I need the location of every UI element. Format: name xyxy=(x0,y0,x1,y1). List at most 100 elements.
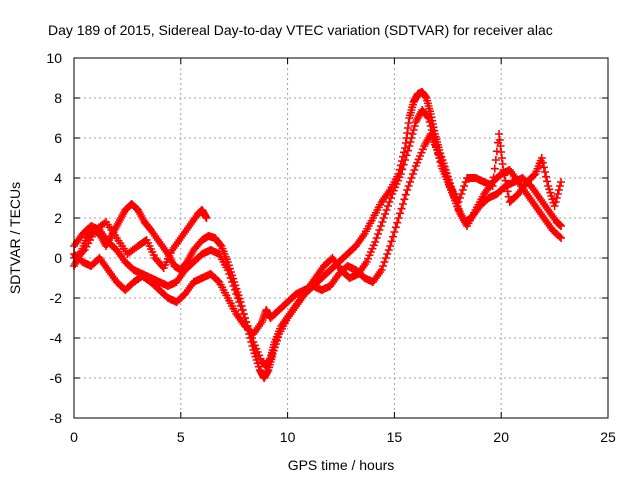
data-point xyxy=(551,198,560,206)
data-point xyxy=(380,258,389,266)
data-point xyxy=(540,168,549,176)
data-point xyxy=(374,230,383,238)
x-tick-label: 0 xyxy=(70,429,78,445)
data-point xyxy=(455,194,464,202)
series-track-4 xyxy=(70,206,211,272)
data-point xyxy=(503,187,512,196)
plot-frame xyxy=(73,57,609,419)
data-point xyxy=(393,218,402,227)
data-point xyxy=(555,182,564,190)
data-point xyxy=(423,112,432,121)
data-point xyxy=(383,202,392,210)
data-point xyxy=(229,282,238,290)
data-point xyxy=(382,206,391,214)
data-point xyxy=(538,158,547,167)
data-point xyxy=(502,182,511,190)
data-point xyxy=(379,214,388,222)
data-point xyxy=(202,214,211,222)
data-point xyxy=(406,178,415,186)
data-point xyxy=(555,232,564,241)
x-tick-label: 25 xyxy=(600,429,616,445)
y-tick-label: 10 xyxy=(46,50,62,66)
data-point xyxy=(403,146,412,155)
data-point xyxy=(386,194,395,202)
data-point xyxy=(228,278,237,286)
data-point xyxy=(557,222,566,230)
data-point xyxy=(233,294,242,302)
y-tick-label: 2 xyxy=(54,210,62,226)
data-point xyxy=(457,190,466,198)
data-point xyxy=(406,138,415,146)
y-tick-label: -6 xyxy=(50,370,63,386)
data-point xyxy=(236,302,245,310)
y-tick-label: -2 xyxy=(50,290,63,306)
data-point xyxy=(539,163,548,172)
data-point xyxy=(383,250,392,258)
data-point xyxy=(407,134,416,142)
data-point xyxy=(379,262,388,270)
data-point xyxy=(488,182,497,190)
data-point xyxy=(410,122,419,130)
data-point xyxy=(425,118,434,126)
data-point xyxy=(376,222,385,230)
data-point xyxy=(386,242,395,250)
data-point xyxy=(100,219,109,228)
data-point xyxy=(230,286,239,294)
data-point xyxy=(388,232,397,241)
y-axis-label: SDTVAR / TECUs xyxy=(7,182,23,294)
data-point xyxy=(398,200,407,208)
y-tick-label: 0 xyxy=(54,250,62,266)
data-point xyxy=(394,214,403,222)
data-point xyxy=(490,164,499,173)
data-point xyxy=(398,165,407,174)
data-point xyxy=(232,290,241,298)
data-point xyxy=(500,171,509,180)
data-point xyxy=(239,310,248,318)
data-point xyxy=(542,172,551,181)
data-point xyxy=(408,170,417,178)
data-point xyxy=(454,198,463,206)
data-point xyxy=(404,182,413,190)
data-point xyxy=(407,174,416,182)
data-point xyxy=(557,234,566,242)
x-tick-label: 5 xyxy=(177,429,185,445)
data-point xyxy=(499,166,508,174)
data-point xyxy=(387,237,396,246)
data-point xyxy=(223,266,232,274)
data-point xyxy=(401,156,410,164)
data-point xyxy=(501,176,510,185)
data-point xyxy=(554,186,563,194)
data-point xyxy=(391,223,400,232)
data-point xyxy=(78,247,87,256)
data-point xyxy=(375,226,384,234)
data-point xyxy=(489,173,498,182)
y-tick-label: 6 xyxy=(54,130,62,146)
chart-title: Day 189 of 2015, Sidereal Day-to-day VTE… xyxy=(48,22,553,38)
data-point xyxy=(552,194,561,202)
data-point xyxy=(491,156,500,164)
data-point xyxy=(409,126,418,134)
data-point xyxy=(371,238,380,246)
data-point xyxy=(408,130,417,138)
data-point xyxy=(225,270,234,278)
data-point xyxy=(381,254,390,262)
data-point xyxy=(226,274,235,282)
data-point xyxy=(399,160,408,169)
data-point xyxy=(458,186,467,194)
data-point xyxy=(537,154,546,162)
data-point xyxy=(401,190,410,199)
data-series xyxy=(70,88,566,382)
y-tick-label: -8 xyxy=(50,410,63,426)
data-point xyxy=(402,151,411,160)
data-point xyxy=(550,202,559,210)
data-point xyxy=(403,186,412,194)
data-point xyxy=(424,114,433,122)
x-tick-label: 10 xyxy=(280,429,296,445)
data-point xyxy=(396,170,405,178)
data-point xyxy=(372,234,381,242)
data-point xyxy=(557,178,566,186)
data-point xyxy=(378,218,387,226)
axis-ticks: 0 5 10 15 20 25 -8 -6 -4 -2 0 2 4 6 8 10 xyxy=(46,50,616,445)
x-tick-label: 15 xyxy=(387,429,403,445)
